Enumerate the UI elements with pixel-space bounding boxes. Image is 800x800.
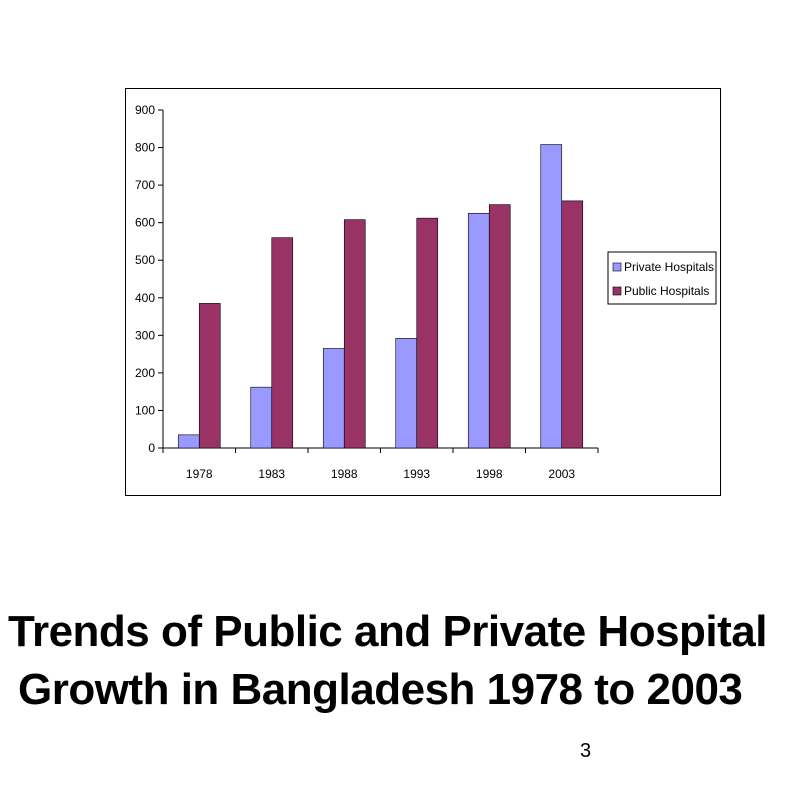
bar-private-hospitals bbox=[322, 348, 345, 449]
page-number: 3 bbox=[580, 740, 592, 762]
bar-public-hospitals bbox=[271, 237, 294, 449]
legend-swatch bbox=[612, 262, 622, 272]
x-tick-label: 1998 bbox=[476, 467, 503, 481]
y-tick-label: 200 bbox=[135, 366, 155, 380]
x-tick-label: 1978 bbox=[186, 467, 213, 481]
y-tick-label: 600 bbox=[135, 216, 155, 230]
y-tick-label: 900 bbox=[135, 103, 155, 117]
y-tick-label: 300 bbox=[135, 328, 155, 342]
x-tick-label: 1983 bbox=[258, 467, 285, 481]
x-tick-label: 1993 bbox=[403, 467, 430, 481]
bar-private-hospitals bbox=[177, 434, 200, 449]
x-tick-label: 1988 bbox=[331, 467, 358, 481]
y-tick-label: 0 bbox=[148, 441, 155, 455]
bar-public-hospitals bbox=[343, 219, 366, 449]
bar-private-hospitals bbox=[395, 338, 418, 449]
slide-title: Trends of Public and Private Hospital Gr… bbox=[0, 603, 800, 719]
legend-swatch bbox=[612, 286, 622, 296]
y-tick-label: 700 bbox=[135, 178, 155, 192]
bar-public-hospitals bbox=[488, 204, 511, 449]
y-tick-label: 500 bbox=[135, 253, 155, 267]
title-line-1: Trends of Public and Private Hospital bbox=[8, 607, 768, 656]
bar-private-hospitals bbox=[250, 386, 273, 449]
bar-public-hospitals bbox=[198, 303, 221, 449]
x-tick-label: 2003 bbox=[548, 467, 575, 481]
bar-public-hospitals bbox=[561, 200, 584, 449]
chart-frame: 0 100 200 300 400 500 600 700 800 900 1978 1983 1988… bbox=[125, 88, 721, 496]
y-tick-label: 800 bbox=[135, 141, 155, 155]
y-tick-label: 100 bbox=[135, 403, 155, 417]
bar-private-hospitals bbox=[467, 212, 490, 449]
legend-label: Private Hospitals bbox=[624, 260, 714, 274]
bar-chart: 0 100 200 300 400 500 600 700 800 900 1978 1983 1988… bbox=[135, 103, 717, 481]
bar-public-hospitals bbox=[416, 217, 439, 449]
bar-private-hospitals bbox=[540, 144, 563, 449]
legend-label: Public Hospitals bbox=[624, 284, 709, 298]
y-tick-label: 400 bbox=[135, 291, 155, 305]
title-line-2: Growth in Bangladesh 1978 to 2003 bbox=[18, 665, 743, 714]
legend bbox=[607, 251, 717, 305]
